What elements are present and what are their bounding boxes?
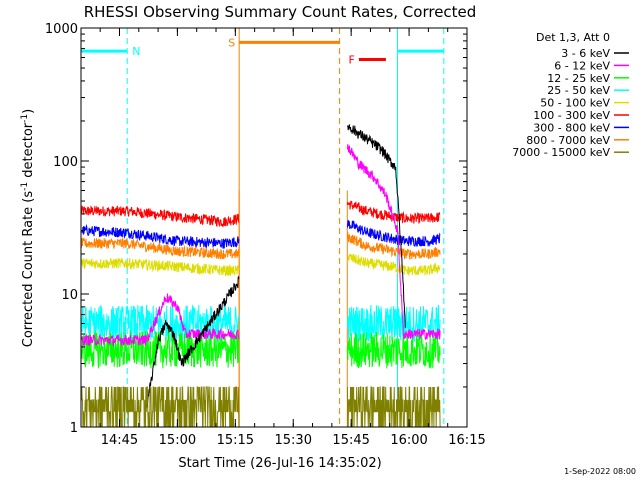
legend-entry-label: 7000 - 15000 keV [512,146,610,159]
y-axis-label: Corrected Count Rate (s-1 detector-1) [20,109,36,347]
x-axis-label: Start Time (26-Jul-16 14:35:02) [178,456,381,471]
series-line-6to12keV [81,293,240,347]
x-tick-label: 14:45 [101,433,138,448]
y-tick-label: 1000 [45,22,78,37]
legend-entry-label: 300 - 800 keV [533,121,610,134]
x-tick-label: 16:00 [390,433,427,448]
series-line-50to100keV [81,257,240,277]
series-line-800to7000keV [81,237,240,260]
legend-entry-label: 800 - 7000 keV [526,134,610,147]
legend-entry-label: 3 - 6 keV [561,47,610,60]
x-tick-label: 15:00 [159,433,196,448]
series-layer [81,124,441,427]
series-line-3to6keV [346,124,406,328]
series-line-7000to15000keV [81,386,240,427]
series-line-7000to15000keV [346,386,441,427]
x-tick-label: 16:15 [448,433,485,448]
interval-markers: N S F [80,28,445,427]
axis-ticks: 14:45 15:00 15:15 15:30 15:45 16:00 16:15 1 10 10… [45,22,486,448]
series-line-300to800keV [346,219,441,247]
plot-frame [80,27,468,428]
legend-header: Det 1,3, Att 0 [536,31,610,44]
chart-title: RHESSI Observing Summary Count Rates, Co… [84,3,477,21]
legend-entry-label: 12 - 25 keV [547,72,610,85]
series-line-100to300keV [81,205,240,228]
series-line-100to300keV [346,200,441,224]
series-line-6to12keV [346,144,441,341]
legend-entry-label: 50 - 100 keV [540,97,610,110]
legend-entry-label: 6 - 12 keV [554,59,610,72]
x-tick-label: 15:45 [332,433,369,448]
night-label: N [132,45,140,58]
y-tick-label: 1 [70,421,78,436]
flare-label: F [349,53,355,66]
series-line-12to25keV [81,330,240,369]
saa-label: S [228,36,235,49]
x-tick-label: 15:15 [217,433,254,448]
legend-entry-label: 100 - 300 keV [533,109,610,122]
y-tick-label: 100 [53,155,78,170]
series-line-800to7000keV [346,232,441,260]
series-line-50to100keV [347,253,441,276]
series-line-12to25keV [346,331,441,369]
x-tick-label: 15:30 [275,433,312,448]
legend-entry-label: 25 - 50 keV [547,84,610,97]
series-line-300to800keV [81,223,240,249]
y-tick-label: 10 [61,288,78,303]
footer-date: 1-Sep-2022 08:00 [564,467,636,476]
series-line-3to6keV [146,275,240,409]
